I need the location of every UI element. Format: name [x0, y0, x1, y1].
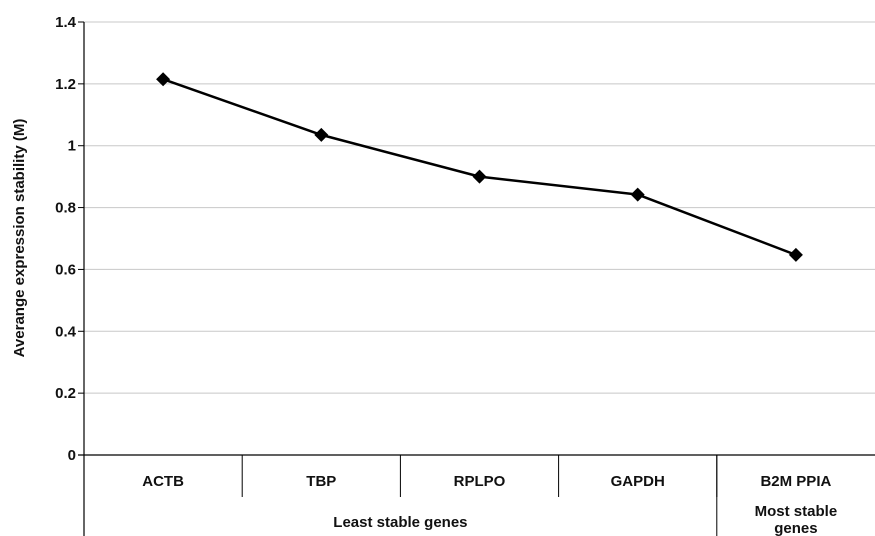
series-line: [162, 78, 797, 257]
x-category-label: TBP: [306, 473, 336, 490]
y-tick-label: 0: [68, 447, 76, 464]
x-category-label: RPLPO: [454, 473, 506, 490]
axes: [78, 22, 875, 536]
y-tick-label: 0.2: [55, 385, 76, 402]
x-group-label: Most stable genes: [755, 503, 838, 536]
category-labels: ACTB TBP RPLPO GAPDH B2M PPIA Least stable ge…: [142, 455, 837, 536]
data-point-tbp: [314, 127, 329, 142]
data-point-actb: [156, 72, 171, 87]
x-category-label: ACTB: [142, 473, 184, 490]
y-tick-label: 0.4: [55, 323, 77, 340]
data-point-b2m-ppia: [788, 247, 803, 262]
x-category-label: GAPDH: [611, 473, 665, 490]
data-point-gapdh: [630, 187, 645, 202]
y-tick-label: 0.6: [55, 261, 76, 278]
series-line: [162, 78, 797, 257]
y-tick-label: 1.2: [55, 76, 76, 93]
y-axis-title: Averange expression stability (M): [11, 119, 28, 358]
data-point-rplpo: [472, 169, 487, 184]
x-category-label: B2M PPIA: [760, 473, 831, 490]
y-axis-ticks: 0 0.2 0.4 0.6 0.8 1 1.2 1.4: [55, 14, 84, 464]
series-markers: [156, 72, 803, 262]
y-tick-label: 1: [68, 138, 76, 155]
y-tick-label: 0.8: [55, 200, 76, 217]
gridlines: [84, 21, 875, 394]
x-group-label: Least stable genes: [333, 514, 467, 531]
y-tick-label: 1.4: [55, 14, 77, 31]
